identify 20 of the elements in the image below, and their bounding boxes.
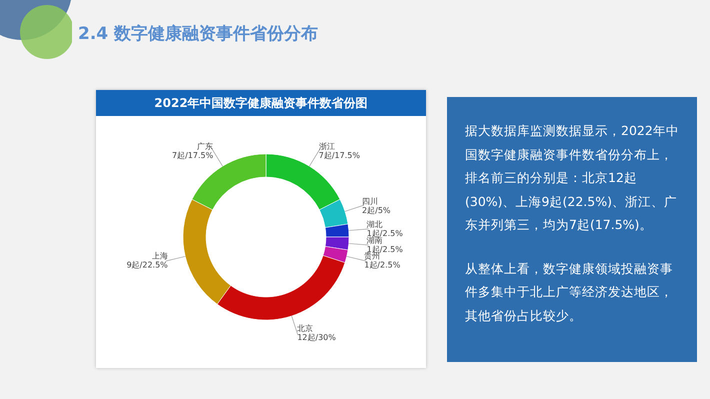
slice-label: 湖北 <box>366 220 383 230</box>
chart-subtitle: 2022年中国数字健康融资事件数省份图 <box>96 90 426 116</box>
data-label: 7起/17.5% <box>318 150 360 160</box>
data-label: 9起/22.5% <box>126 260 168 270</box>
text: 从整体上看，数字健康领域投融资事件多集中于北上广等经济发达地区，其他省份占比较少。 <box>465 260 674 324</box>
data-label: 2起/5% <box>362 206 391 215</box>
slice-label: 四川 <box>362 196 378 206</box>
slice-label: 贵州 <box>364 252 380 261</box>
text: 据大数据库监测数据显示，2022年中国数字健康融资事件数省份分布上，排名前三的分别是：北京12起(30%)、上海9起(22.5%)、浙江、广东并列第三，均为7起(17.5%)。 <box>465 122 680 234</box>
data-label: 1起/2.5% <box>366 229 404 238</box>
data-label: 7起/17.5% <box>172 150 214 160</box>
data-label: 1起/2.5% <box>364 260 401 270</box>
chart-title: 2.4 数字健康融资事件省份分布 <box>78 23 318 45</box>
data-label: 12起/30% <box>297 333 336 342</box>
slice-label: 广东 <box>197 142 214 151</box>
slice-label: 浙江 <box>318 142 335 151</box>
slice-label: 北京 <box>297 324 314 334</box>
slice-label: 上海 <box>152 252 168 261</box>
data-label: 1起/2.5% <box>366 244 404 254</box>
slice-label: 湖南 <box>366 236 383 245</box>
